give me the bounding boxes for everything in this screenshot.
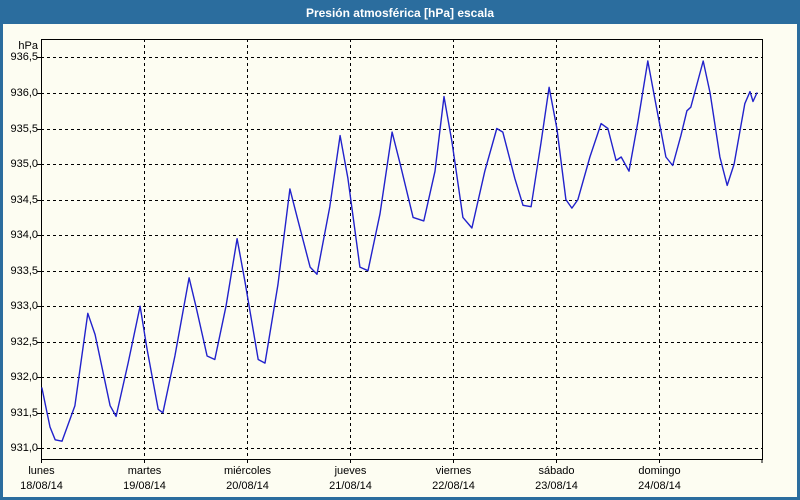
window-titlebar: Presión atmosférica [hPa] escala: [3, 3, 797, 24]
x-date-label: 19/08/14: [123, 480, 166, 492]
y-tick-label: 931,0: [10, 442, 38, 454]
x-date-label: 20/08/14: [226, 480, 269, 492]
x-date-label: 18/08/14: [20, 480, 63, 492]
x-day-label: viernes: [435, 465, 472, 477]
x-day-label: domingo: [638, 465, 681, 477]
x-date-label: 21/08/14: [329, 480, 372, 492]
y-tick-label: 934,5: [10, 194, 38, 206]
pressure-line-series: [41, 60, 758, 442]
x-date-label: 22/08/14: [432, 480, 475, 492]
x-day-label: sábado: [538, 465, 575, 477]
y-tick-label: 936,5: [10, 51, 38, 63]
y-tick-label: 933,5: [10, 265, 38, 277]
y-tick-label: 933,0: [10, 300, 38, 312]
x-day-label: miércoles: [223, 465, 272, 477]
y-tick-label: 932,5: [10, 336, 38, 348]
y-tick-label: 935,0: [10, 158, 38, 170]
y-tick-label: 935,5: [10, 123, 38, 135]
window-title: Presión atmosférica [hPa] escala: [305, 6, 495, 20]
x-day-label: martes: [127, 465, 162, 477]
x-date-label: 23/08/14: [535, 480, 578, 492]
chart-plot-area[interactable]: [3, 3, 797, 497]
x-day-label: lunes: [28, 465, 55, 477]
y-tick-label: 936,0: [10, 87, 38, 99]
y-tick-label: 932,0: [10, 371, 38, 383]
y-axis-unit-label: hPa: [18, 40, 38, 52]
y-tick-label: 934,0: [10, 229, 38, 241]
grid-lines: [37, 39, 763, 463]
x-day-label: jueves: [334, 465, 367, 477]
plot-frame: [41, 39, 763, 460]
y-tick-label: 931,5: [10, 407, 38, 419]
x-date-label: 24/08/14: [638, 480, 681, 492]
